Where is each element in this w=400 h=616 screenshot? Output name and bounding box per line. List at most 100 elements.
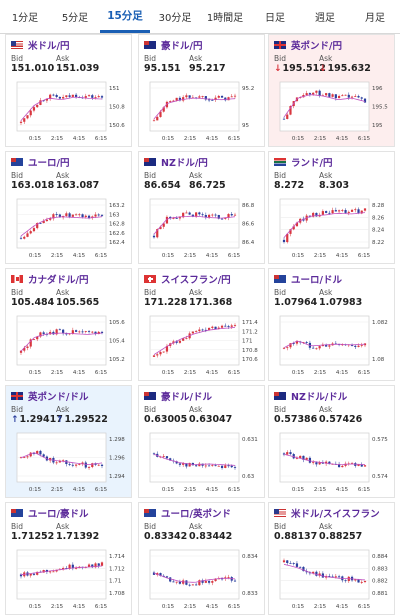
- x-tick-label: 0:15: [292, 487, 305, 493]
- tab-3[interactable]: 30分足: [158, 13, 192, 24]
- candle-body: [211, 214, 214, 216]
- y-tick-label: 195: [372, 123, 383, 129]
- ask-price-value: 0.57426: [319, 414, 363, 425]
- rate-card[interactable]: ランド/円 Bid Ask 8.272 8.303 8.28 8.26 8.24 8.22 0:1…: [268, 151, 395, 264]
- card-title[interactable]: 豪ドル/円: [144, 38, 202, 52]
- candle-body: [156, 354, 159, 356]
- candle-body: [178, 581, 182, 584]
- candle-body: [182, 338, 185, 341]
- candle-body: [71, 330, 74, 334]
- candle-body: [360, 97, 363, 99]
- flag-us-icon: [274, 509, 286, 517]
- rate-card[interactable]: 豪ドル/ドル Bid Ask 0.63005 0.63047 0.631 0.63 0:15 2…: [138, 385, 265, 498]
- tab-6[interactable]: 週足: [315, 13, 335, 24]
- card-title[interactable]: 英ポンド/円: [274, 38, 342, 52]
- candle-body: [299, 455, 302, 458]
- card-title[interactable]: スイスフラン/円: [144, 272, 231, 286]
- candle-body: [55, 569, 58, 572]
- rate-card[interactable]: ユーロ/英ポンド Bid Ask 0.83342 0.83442 0.834 0.833 0:…: [138, 502, 265, 615]
- ask-price-value: 8.303: [319, 180, 350, 191]
- rate-card[interactable]: 豪ドル/円 Bid Ask 95.151 95.217 95.2 95 0:15 2:15 4:1…: [138, 34, 265, 147]
- candle-body: [321, 573, 324, 578]
- candle-body: [172, 100, 175, 102]
- card-title[interactable]: ユーロ/英ポンド: [144, 506, 231, 520]
- candle-body: [227, 465, 230, 467]
- candle-body: [328, 576, 331, 577]
- flag-eu-icon: [274, 275, 286, 283]
- candle-body: [32, 452, 36, 454]
- candle-body: [49, 458, 52, 461]
- candle-body: [185, 463, 188, 467]
- card-title[interactable]: 米ドル/円: [11, 38, 69, 52]
- card-title[interactable]: NZドル/円: [144, 155, 208, 169]
- candle-body: [36, 336, 39, 340]
- candle-body: [84, 462, 87, 468]
- rate-card[interactable]: NZドル/ドル Bid Ask 0.57386 0.57426 0.575 0.574 0:1…: [268, 385, 395, 498]
- candle-body: [315, 348, 318, 350]
- candle-body: [169, 101, 172, 102]
- ask-label: Ask: [189, 288, 203, 297]
- ask-price-value: 95.217: [189, 63, 226, 74]
- rate-card[interactable]: 英ポンド/ドル Bid Ask ↑1.29417 ↑1.29522 1.298 1.296 1…: [5, 385, 132, 498]
- candle-body: [178, 340, 182, 343]
- candle-body: [337, 96, 341, 99]
- tab-1[interactable]: 5分足: [61, 13, 89, 24]
- candle-body: [363, 98, 367, 103]
- y-tick-label: 105.4: [109, 339, 125, 345]
- card-title[interactable]: ユーロ/ドル: [274, 272, 342, 286]
- bid-label: Bid: [274, 171, 286, 180]
- tab-7[interactable]: 月足: [365, 13, 385, 24]
- candle-body: [182, 463, 185, 465]
- candle-body: [295, 457, 299, 459]
- y-tick-label: 196: [372, 86, 383, 92]
- bid-price-value: 1.29417: [19, 414, 63, 425]
- candle-body: [162, 351, 165, 353]
- card-title[interactable]: 英ポンド/ドル: [11, 389, 88, 403]
- rate-card[interactable]: NZドル/円 Bid Ask 86.654 86.725 86.8 86.6 86.4 0:15…: [138, 151, 265, 264]
- mini-candlestick-chart: 196 195.5 195 0:15 2:15 4:15 6:15: [279, 81, 388, 142]
- candle-body: [87, 467, 91, 468]
- candle-body: [360, 210, 363, 214]
- rate-card[interactable]: カナダドル/円 Bid Ask 105.484 105.565 105.6 105.4 105…: [5, 268, 132, 381]
- tab-5[interactable]: 日足: [265, 13, 285, 24]
- moving-average-line: [20, 565, 103, 576]
- candle-body: [45, 219, 49, 222]
- card-title[interactable]: ユーロ/円: [11, 155, 69, 169]
- candle-body: [45, 570, 49, 572]
- tab-2[interactable]: 15分足: [100, 0, 150, 33]
- candle-body: [29, 573, 32, 576]
- candle-body: [224, 577, 227, 579]
- card-title[interactable]: NZドル/ドル: [274, 389, 347, 403]
- ask-label: Ask: [56, 522, 70, 531]
- bid-price-value: 105.484: [11, 297, 55, 308]
- card-title[interactable]: ランド/円: [274, 155, 332, 169]
- card-title[interactable]: カナダドル/円: [11, 272, 88, 286]
- candle-body: [65, 333, 68, 335]
- candle-body: [42, 570, 45, 573]
- tab-4[interactable]: 1時間足: [206, 13, 244, 24]
- candle-body: [19, 457, 23, 459]
- card-title[interactable]: ユーロ/豪ドル: [11, 506, 88, 520]
- rate-card[interactable]: 米ドル/スイスフラン Bid Ask 0.88137 0.88257 0.884 0.883…: [268, 502, 395, 615]
- rate-card[interactable]: スイスフラン/円 Bid Ask 171.228 171.368 171.4 171.2 17…: [138, 268, 265, 381]
- y-tick-label: 1.712: [109, 566, 125, 572]
- candle-body: [172, 218, 175, 219]
- card-title[interactable]: 豪ドル/ドル: [144, 389, 212, 403]
- rate-card[interactable]: ユーロ/円 Bid Ask 163.018 163.087 163.2 163 162.8 16…: [5, 151, 132, 264]
- candle-body: [214, 326, 217, 329]
- x-tick-label: 6:15: [95, 487, 108, 493]
- rate-card[interactable]: ユーロ/豪ドル Bid Ask 1.71252 1.71392 1.714 1.712 1.7…: [5, 502, 132, 615]
- candle-body: [188, 95, 191, 98]
- pair-name: 米ドル/スイスフラン: [291, 509, 380, 520]
- y-tick-label: 171.4: [242, 320, 258, 326]
- rate-card[interactable]: 米ドル/円 Bid Ask 151.010 151.039 151 150.8 150.6 0:…: [5, 34, 132, 147]
- rate-card[interactable]: 英ポンド/円 Bid Ask ↓195.512 ↓195.632 196 195.5 195 0…: [268, 34, 395, 147]
- candle-body: [220, 465, 224, 469]
- candle-body: [162, 575, 165, 577]
- mini-candlestick-chart: 1.714 1.712 1.71 1.708 0:15 2:15 4:15 6:15: [16, 549, 125, 610]
- tab-0[interactable]: 1分足: [11, 13, 39, 24]
- candle-body: [220, 95, 224, 98]
- rate-card[interactable]: ユーロ/ドル Bid Ask 1.07964 1.07983 1.082 1.08 0:15 2…: [268, 268, 395, 381]
- card-title[interactable]: 米ドル/スイスフラン: [274, 506, 380, 520]
- y-tick-label: 0.881: [372, 591, 388, 597]
